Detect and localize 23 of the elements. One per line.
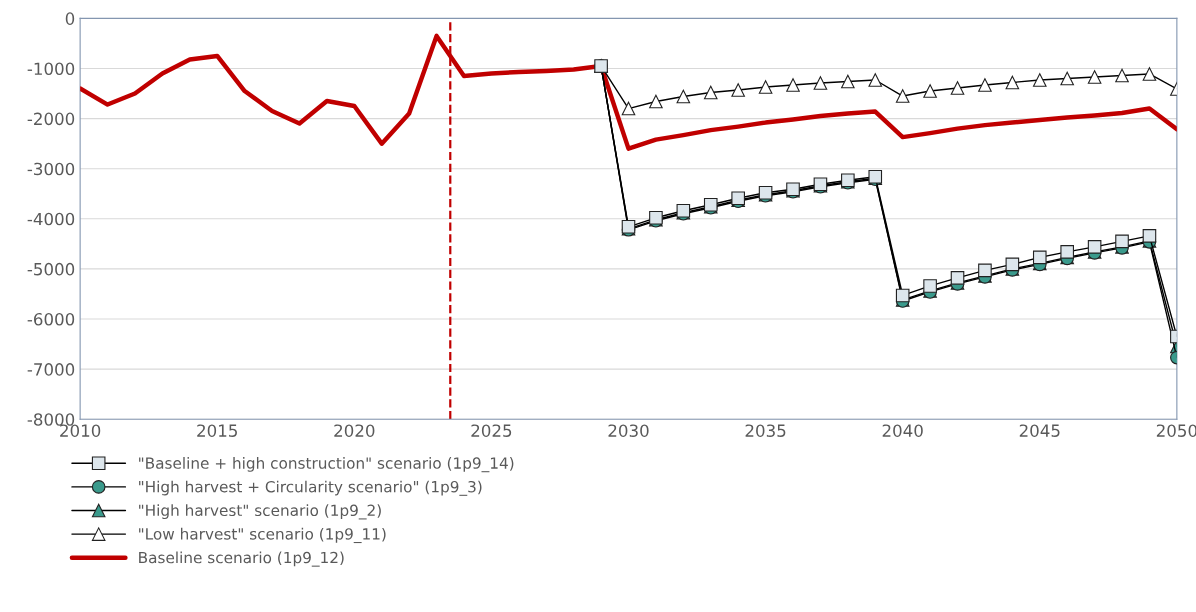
- y-tick-label: -2000: [27, 112, 75, 126]
- x-tick-label: 2030: [608, 424, 649, 437]
- x-tick-label: 2025: [471, 424, 512, 437]
- y-tick-label: 0: [65, 12, 75, 25]
- legend-label: "High harvest" scenario (1p9_2): [139, 504, 381, 520]
- x-tick-label: 2035: [745, 424, 786, 437]
- y-tick-label: -6000: [27, 312, 75, 326]
- x-tick-label: 2010: [60, 424, 101, 437]
- legend-label: "Low harvest" scenario (1p9_11): [139, 527, 386, 544]
- y-tick-label: -4000: [27, 212, 75, 226]
- legend-label: "Baseline + high construction" scenario (1p9_14): [139, 457, 514, 473]
- x-tick-label: 2045: [1019, 424, 1060, 437]
- y-tick-label: -7000: [27, 363, 75, 376]
- x-tick-label: 2015: [197, 424, 237, 437]
- x-tick-label: 2020: [334, 424, 375, 437]
- y-tick-label: -3000: [27, 162, 75, 176]
- legend-label: "High harvest + Circularity scenario" (1p9_3): [139, 480, 482, 496]
- y-tick-label: -5000: [27, 262, 75, 276]
- legend-label: Baseline scenario (1p9_12): [139, 551, 344, 567]
- y-tick-label: -1000: [27, 62, 75, 76]
- x-tick-label: 2050: [1156, 424, 1196, 437]
- y-tick-label: -8000: [27, 413, 75, 426]
- x-tick-label: 2040: [882, 424, 923, 437]
